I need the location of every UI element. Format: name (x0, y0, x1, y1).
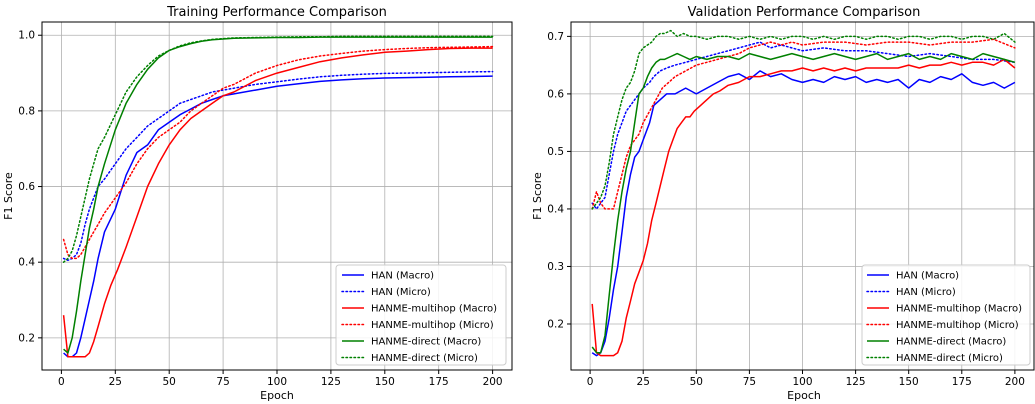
x-tick-label: 125 (321, 376, 341, 388)
y-axis-ticks: 0.2 0.3 0.4 0.5 0.6 0.7 (547, 31, 571, 330)
y-tick-label: 0.4 (547, 203, 564, 215)
chart-title: Validation Performance Comparison (688, 5, 921, 20)
x-tick-label: 0 (587, 376, 594, 388)
legend: HAN (Macro) HAN (Micro) HANME-multihop (Ma… (861, 264, 1031, 366)
legend-label: HANME-multihop (Macro) (371, 304, 497, 315)
series-line (62, 35, 494, 263)
x-axis-label: Epoch (260, 389, 294, 402)
legend-label: HANME-direct (Micro) (371, 353, 478, 364)
y-tick-label: 0.2 (18, 332, 35, 344)
legend-label: HAN (Macro) (896, 271, 959, 282)
chart-title: Training Performance Comparison (166, 5, 387, 20)
x-tick-label: 125 (846, 376, 866, 388)
series-line (591, 41, 1016, 210)
series-line (63, 36, 493, 354)
x-tick-label: 25 (109, 376, 122, 388)
series-line (62, 70, 494, 262)
legend-label: HAN (Macro) (371, 271, 434, 282)
x-tick-label: 50 (163, 376, 176, 388)
series-layer (62, 35, 494, 358)
x-tick-label: 0 (58, 376, 65, 388)
series-line (591, 29, 1016, 210)
x-tick-label: 25 (637, 376, 650, 388)
y-tick-label: 0.5 (547, 146, 564, 158)
legend-label: HAN (Micro) (896, 287, 956, 298)
y-tick-label: 1.0 (18, 30, 35, 42)
x-tick-label: 175 (952, 376, 972, 388)
legend-label: HAN (Micro) (371, 287, 431, 298)
y-axis-ticks: 0.2 0.4 0.6 0.8 1.0 (18, 30, 42, 344)
y-tick-label: 0.7 (547, 31, 564, 43)
y-tick-label: 0.3 (547, 261, 564, 273)
y-tick-label: 0.6 (18, 181, 35, 193)
x-axis-ticks: 0 25 50 75 100 125 150 175 200 (58, 370, 503, 388)
x-tick-label: 200 (1005, 376, 1025, 388)
series-line (591, 38, 1016, 210)
x-tick-label: 75 (216, 376, 229, 388)
x-tick-label: 175 (429, 376, 449, 388)
series-line (591, 58, 1016, 357)
x-axis-label: Epoch (787, 389, 821, 402)
x-tick-label: 150 (375, 376, 395, 388)
series-line (62, 47, 493, 358)
x-axis-ticks: 0 25 50 75 100 125 150 175 200 (587, 370, 1025, 388)
series-line (591, 70, 1016, 357)
y-tick-label: 0.2 (547, 318, 564, 330)
legend-label: HANME-multihop (Micro) (371, 320, 494, 331)
x-tick-label: 200 (483, 376, 503, 388)
x-tick-label: 100 (267, 376, 287, 388)
series-line (63, 75, 493, 358)
y-axis-label: F1 Score (2, 172, 15, 220)
y-axis-label: F1 Score (531, 172, 544, 220)
x-tick-label: 150 (899, 376, 919, 388)
legend-label: HANME-direct (Macro) (371, 337, 481, 348)
validation-chart: Validation Performance Comparison 0 25 50 7… (531, 5, 1035, 402)
series-line (591, 52, 1016, 354)
x-tick-label: 75 (743, 376, 756, 388)
training-chart: Training Performance Comparison 0 25 50 75 1… (2, 5, 513, 402)
legend-label: HANME-direct (Micro) (896, 353, 1003, 364)
y-tick-label: 0.8 (18, 105, 35, 117)
legend-box (861, 264, 1031, 366)
y-tick-label: 0.4 (18, 257, 35, 269)
legend-label: HANME-multihop (Micro) (896, 320, 1019, 331)
x-tick-label: 50 (690, 376, 703, 388)
legend: HAN (Macro) HAN (Micro) HANME-multihop (Ma… (335, 264, 507, 366)
y-tick-label: 0.6 (547, 88, 564, 100)
legend-label: HANME-multihop (Macro) (896, 304, 1022, 315)
series-layer (591, 29, 1016, 357)
legend-label: HANME-direct (Macro) (896, 337, 1006, 348)
x-tick-label: 100 (792, 376, 812, 388)
legend-box (335, 264, 507, 366)
